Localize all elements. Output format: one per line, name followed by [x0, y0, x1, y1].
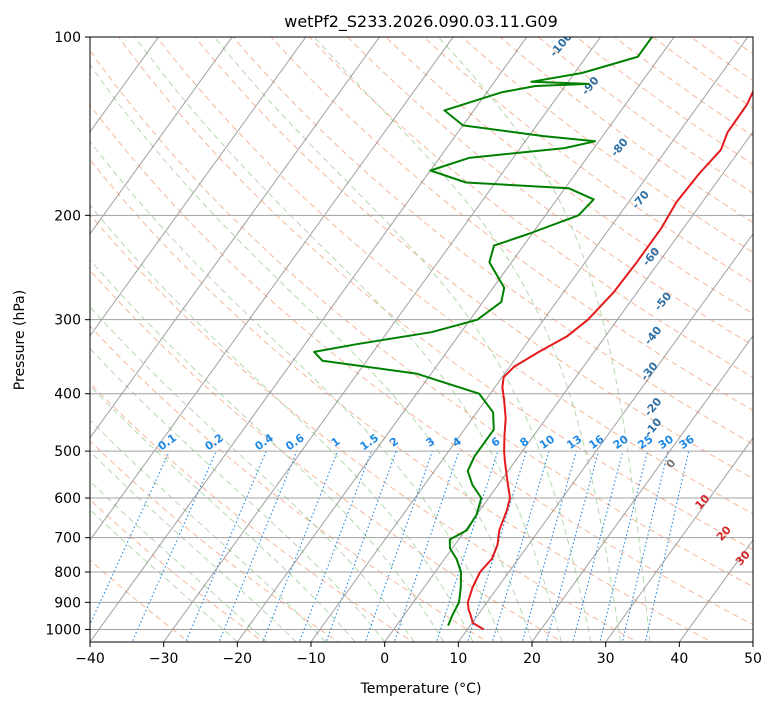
moist-adiabat [313, 37, 621, 642]
plot-frame [89, 36, 754, 643]
dewpoint-profile [313, 37, 653, 626]
y-tick-label: 700 [54, 531, 81, 547]
mixing-ratio-line [621, 450, 669, 642]
x-tick-label: −10 [296, 651, 326, 667]
y-tick-label: 800 [54, 565, 81, 581]
mixing-ratio-line [90, 450, 170, 626]
y-tick-label: 100 [54, 30, 81, 46]
isotherm [531, 334, 753, 642]
dry-adiabat [384, 37, 753, 315]
isotherm [90, 37, 233, 235]
isotherm [90, 37, 454, 541]
mixing-ratio-line [644, 450, 690, 642]
isotherm [457, 233, 753, 642]
isotherm [384, 130, 753, 642]
y-axis-label: Pressure (hPa) [12, 290, 28, 390]
dry-adiabat [90, 382, 414, 642]
background-lines [90, 37, 753, 642]
x-tick-label: −40 [75, 651, 105, 667]
mixing-ratio-line [545, 450, 600, 642]
isotherm [90, 37, 160, 133]
mixing-ratio-line [218, 450, 298, 642]
y-tick-label: 600 [54, 491, 81, 507]
dry-adiabat [90, 49, 753, 588]
isotherm [163, 37, 602, 642]
y-tick-label: 500 [54, 444, 81, 460]
mixing-ratio-line [491, 450, 550, 642]
isotherm [678, 539, 753, 642]
profile-series [313, 37, 753, 631]
moist-adiabat [90, 63, 533, 642]
mixing-ratio-line [572, 450, 624, 642]
y-tick-label: 300 [54, 313, 81, 329]
dry-adiabat [117, 37, 753, 551]
moist-adiabat [438, 37, 651, 642]
dry-adiabat [232, 37, 753, 445]
x-axis-label: Temperature (°C) [360, 681, 482, 697]
moist-adiabat [90, 306, 415, 642]
mixing-ratio-line [262, 450, 339, 642]
dry-adiabat [156, 37, 753, 515]
isotherm [310, 37, 749, 642]
x-tick-label: 20 [523, 651, 541, 667]
x-tick-label: 40 [670, 651, 688, 667]
axis-ticks: −40 −30 −20 −10 0 10 20 30 40 50 1000 900 800 700 600 5… [45, 30, 762, 667]
moist-adiabat [90, 480, 268, 642]
mixing-ratio-line [131, 450, 217, 642]
moist-adiabat [214, 37, 592, 642]
mixing-ratio-line [298, 450, 372, 642]
isotherm [236, 37, 675, 642]
isotherm [90, 37, 307, 337]
moist-adiabat [90, 509, 238, 642]
y-tick-label: 400 [54, 387, 81, 403]
chart-title: wetPf2_S233.2026.090.03.11.G09 [284, 12, 558, 32]
x-tick-label: −30 [149, 651, 179, 667]
dry-adiabat [90, 158, 713, 642]
y-tick-label: 900 [54, 595, 81, 611]
x-tick-label: 10 [449, 651, 467, 667]
dry-adiabat [194, 37, 753, 480]
moist-adiabat [90, 204, 474, 642]
moist-adiabat [90, 450, 297, 642]
moist-adiabat [90, 259, 445, 642]
x-tick-label: 30 [597, 651, 615, 667]
x-tick-label: 50 [744, 651, 762, 667]
moist-adiabat [90, 347, 386, 642]
dry-adiabat [423, 37, 753, 284]
isotherm [605, 437, 753, 642]
y-tick-label: 200 [54, 208, 81, 224]
y-tick-label: 1000 [45, 622, 81, 638]
mixing-ratio-line [185, 450, 267, 642]
mixing-ratio-line [435, 450, 499, 642]
x-tick-label: 0 [380, 651, 389, 667]
mixing-ratio-line [599, 450, 649, 642]
isotherm [90, 37, 528, 642]
isotherm [90, 37, 381, 439]
temperature-profile [466, 89, 753, 631]
x-tick-label: −20 [223, 651, 253, 667]
mixing-ratio-line [521, 450, 577, 642]
moist-adiabat [90, 385, 356, 642]
dry-adiabat [90, 325, 489, 642]
